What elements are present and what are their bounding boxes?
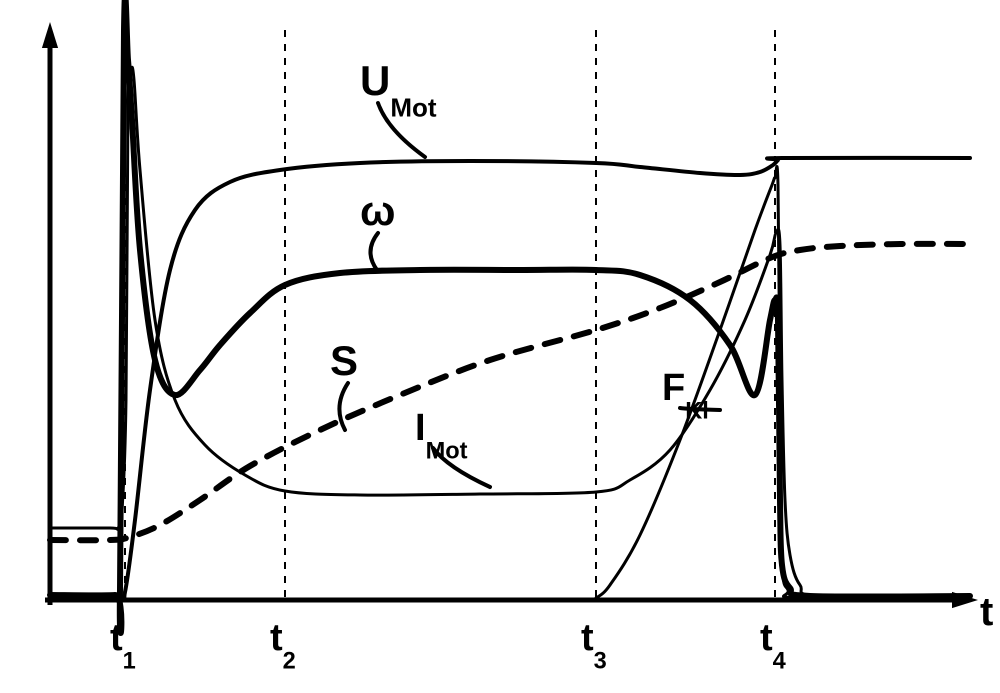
curve-U_Mot	[50, 158, 970, 601]
curve-I_Mot	[50, 66, 970, 597]
axis-label-t4: t4	[760, 617, 786, 675]
label-U_Mot: UMot	[360, 57, 437, 122]
y-axis-arrow	[42, 22, 58, 48]
curve-S	[50, 244, 970, 540]
chart-svg: UMotωSIMotFKltt1t2t3t4	[0, 0, 1000, 693]
label-I_Mot: IMot	[415, 407, 468, 465]
axis-label-t: t	[980, 590, 993, 634]
curve-omega	[50, 0, 970, 633]
label-F_Kl: FKl	[662, 367, 709, 425]
leader-S	[339, 383, 348, 430]
chart-container: UMotωSIMotFKltt1t2t3t4	[0, 0, 1000, 693]
axis-label-t2: t2	[270, 617, 296, 675]
label-S: S	[330, 337, 358, 384]
label-omega: ω	[360, 187, 395, 234]
leader-omega	[370, 233, 378, 270]
axis-label-t3: t3	[581, 617, 607, 675]
